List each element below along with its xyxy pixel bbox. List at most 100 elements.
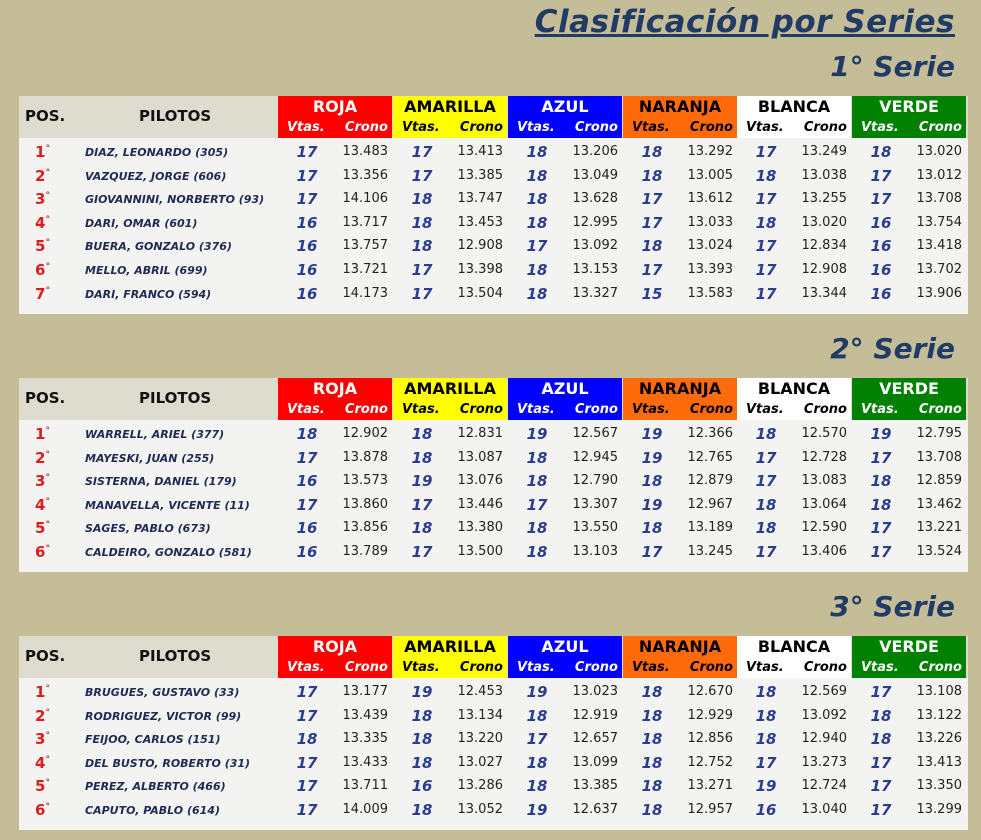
- crono-value: 13.087: [457, 449, 504, 465]
- position-number: 2°: [35, 707, 50, 725]
- position-value: 1: [35, 425, 46, 443]
- position-number: 4°: [35, 496, 50, 514]
- crono-value: 13.418: [916, 238, 963, 254]
- lane-vtas-label: Vtas.: [746, 402, 784, 417]
- degree-mark: °: [45, 261, 50, 272]
- lane-crono-label: Crono: [918, 660, 962, 675]
- position-number: 2°: [35, 449, 50, 467]
- pilot-name: RODRIGUEZ, VICTOR (99): [85, 709, 242, 723]
- lane-header-naranja: NARANJA Vtas. Crono: [623, 96, 737, 138]
- lane-crono-label: Crono: [344, 402, 388, 417]
- crono-value: 12.967: [687, 496, 734, 512]
- lane-vtas-label: Vtas.: [287, 120, 325, 135]
- laps-value: 18: [411, 753, 433, 772]
- table-row: 5° BUERA, GONZALO (376) 16 13.757 18 12.908 17…: [19, 234, 968, 258]
- crono-value: 13.612: [687, 191, 734, 207]
- laps-value: 16: [411, 777, 433, 796]
- degree-mark: °: [45, 191, 50, 202]
- laps-value: 18: [755, 213, 777, 232]
- laps-value: 18: [411, 730, 433, 749]
- laps-value: 17: [526, 495, 548, 514]
- degree-mark: °: [45, 707, 50, 718]
- crono-value: 13.005: [687, 167, 734, 183]
- crono-value: 13.721: [342, 261, 389, 277]
- crono-value: 12.856: [687, 731, 734, 747]
- lane-header-azul: AZUL Vtas. Crono: [508, 636, 622, 678]
- pilot-name: GIOVANNINI, NORBERTO (93): [85, 193, 265, 207]
- lane-vtas-label: Vtas.: [632, 120, 670, 135]
- pilot-name: PEREZ, ALBERTO (466): [85, 780, 226, 794]
- laps-value: 17: [296, 753, 318, 772]
- crono-value: 13.860: [342, 496, 389, 512]
- degree-mark: °: [45, 473, 50, 484]
- lane-header-roja: ROJA Vtas. Crono: [278, 96, 392, 138]
- table-row: 7° DARI, FRANCO (594) 16 14.173 17 13.504 18 13…: [19, 282, 968, 306]
- laps-value: 17: [296, 166, 318, 185]
- crono-value: 12.569: [801, 684, 848, 699]
- lane-crono-label: Crono: [574, 660, 618, 675]
- laps-value: 18: [641, 166, 663, 185]
- table-row: 6° MELLO, ABRIL (699) 16 13.721 17 13.398 18 13…: [19, 258, 968, 282]
- crono-value: 12.670: [687, 684, 734, 699]
- crono-value: 13.335: [342, 731, 389, 747]
- pilot-name: SAGES, PABLO (673): [85, 522, 211, 536]
- laps-value: 19: [526, 800, 548, 819]
- table-row: 6° CAPUTO, PABLO (614) 17 14.009 18 13.052 19 1…: [19, 798, 968, 822]
- crono-value: 13.020: [916, 144, 963, 159]
- degree-mark: °: [45, 449, 50, 460]
- position-value: 2: [35, 448, 46, 467]
- table-row: 2° RODRIGUEZ, VICTOR (99) 17 13.439 18 13.134…: [19, 704, 968, 728]
- lane-header-verde: VERDE Vtas. Crono: [852, 96, 966, 138]
- pilot-name: DARI, FRANCO (594): [85, 287, 212, 301]
- lane-crono-label: Crono: [803, 402, 847, 417]
- degree-mark: °: [45, 543, 50, 554]
- laps-value: 17: [870, 777, 892, 796]
- crono-value: 13.049: [572, 167, 619, 183]
- laps-value: 17: [870, 683, 892, 701]
- degree-mark: °: [45, 801, 50, 812]
- crono-value: 13.628: [572, 191, 619, 207]
- degree-mark: °: [45, 238, 50, 249]
- lane-vtas-label: Vtas.: [402, 402, 440, 417]
- lane-name: ROJA: [312, 379, 358, 398]
- lane-name: VERDE: [879, 637, 939, 656]
- laps-value: 18: [526, 166, 548, 185]
- laps-value: 18: [411, 425, 433, 443]
- laps-value: 18: [296, 730, 318, 749]
- crono-value: 12.765: [687, 449, 734, 465]
- laps-value: 17: [411, 495, 433, 514]
- laps-value: 18: [641, 237, 663, 256]
- degree-mark: °: [45, 167, 50, 178]
- table-row: 5° SAGES, PABLO (673) 16 13.856 18 13.380 18 13…: [19, 516, 968, 540]
- position-number: 2°: [35, 167, 50, 185]
- laps-value: 18: [870, 143, 892, 161]
- laps-value: 19: [411, 472, 433, 491]
- series-table: POS. PILOTOS ROJA Vtas. Crono AMARILLA Vtas. Cr…: [19, 96, 968, 314]
- degree-mark: °: [45, 731, 50, 742]
- series-table: POS. PILOTOS ROJA Vtas. Crono AMARILLA Vtas. Cr…: [19, 636, 968, 830]
- position-number: 1°: [35, 683, 50, 701]
- laps-value: 19: [641, 495, 663, 514]
- laps-value: 17: [870, 448, 892, 467]
- laps-value: 17: [755, 448, 777, 467]
- lane-crono-label: Crono: [689, 660, 733, 675]
- laps-value: 17: [755, 472, 777, 491]
- pilot-name: CAPUTO, PABLO (614): [85, 803, 220, 817]
- crono-value: 13.012: [916, 167, 963, 183]
- position-value: 5: [35, 777, 46, 796]
- pilot-name: BRUGUES, GUSTAVO (33): [85, 686, 240, 699]
- crono-value: 12.590: [801, 520, 848, 536]
- crono-value: 13.076: [457, 473, 504, 489]
- crono-value: 13.307: [572, 496, 619, 512]
- crono-value: 13.134: [457, 707, 504, 723]
- laps-value: 17: [870, 519, 892, 538]
- crono-value: 12.919: [572, 707, 619, 723]
- position-value: 2: [35, 706, 46, 725]
- lane-vtas-label: Vtas.: [746, 120, 784, 135]
- laps-value: 19: [411, 683, 433, 701]
- crono-value: 13.906: [916, 285, 963, 301]
- crono-value: 13.711: [342, 778, 389, 794]
- crono-value: 14.009: [342, 801, 389, 817]
- degree-mark: °: [45, 426, 50, 436]
- lane-name: AMARILLA: [404, 637, 496, 656]
